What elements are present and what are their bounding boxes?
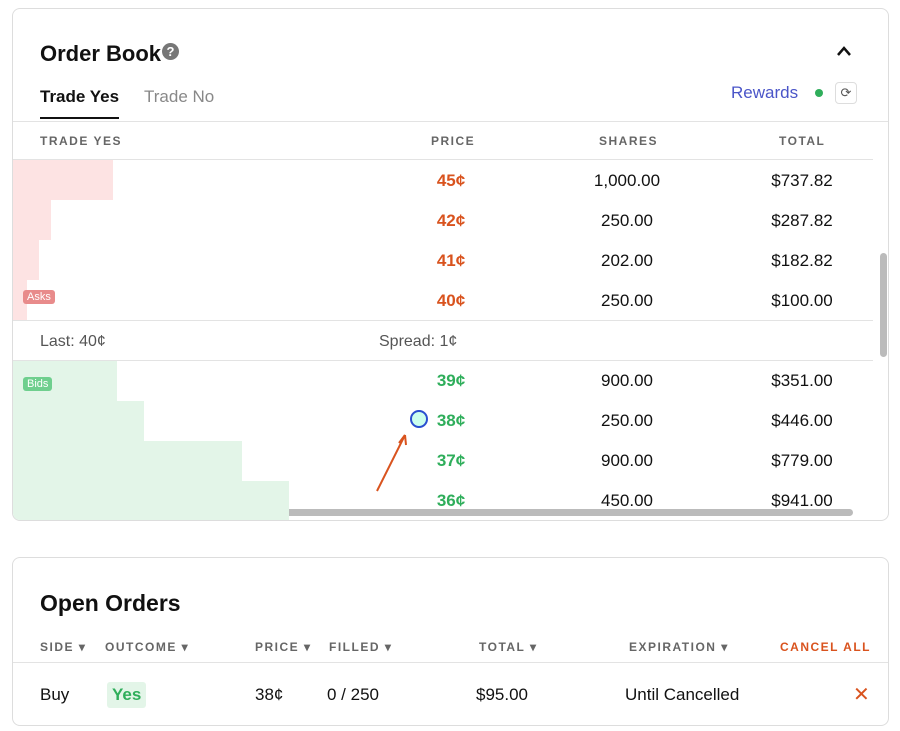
ask-cell: 42¢ <box>436 211 466 230</box>
title: Open Orders <box>40 590 181 616</box>
order-book-card: Order Book ? Trade Yes Trade No Rewards … <box>12 8 889 521</box>
column-header[interactable]: TOTAL ▾ <box>479 640 538 654</box>
divider <box>13 662 888 663</box>
column-header[interactable]: SIDE ▾ <box>40 640 87 654</box>
ask-cell: $100.00 <box>771 291 833 310</box>
divider <box>13 121 888 122</box>
ask-cell: 202.00 <box>601 251 653 270</box>
ask-cell: $182.82 <box>771 251 833 270</box>
cancel-all[interactable]: CANCEL ALL <box>780 640 871 654</box>
order-cell: Yes <box>107 682 147 708</box>
order-cell: 38¢ <box>255 685 284 704</box>
scrollbar-vertical[interactable] <box>880 253 887 357</box>
bid-cell: 450.00 <box>601 491 653 510</box>
bid-cell: 900.00 <box>601 451 653 470</box>
ask-cell: $287.82 <box>771 211 833 230</box>
ask-cell: 45¢ <box>436 171 466 190</box>
ask-cell: 40¢ <box>436 291 466 310</box>
column-header[interactable]: PRICE ▾ <box>255 640 312 654</box>
bid-cell: $941.00 <box>771 491 833 510</box>
order-cell: 0 / 250 <box>327 685 379 704</box>
spread: Spread: 1¢ <box>379 333 458 350</box>
column-header: PRICE <box>431 134 476 148</box>
open-orders-card: Open Orders CANCEL ALL ✕ SIDE ▾ OUTCOME ▾… <box>12 557 889 726</box>
ask-cell: 1,000.00 <box>593 171 661 190</box>
bid-cell: 250.00 <box>601 411 653 430</box>
divider <box>13 360 873 361</box>
bids-tag: Bids <box>23 377 53 391</box>
ask-cell: 250.00 <box>601 291 653 310</box>
depth-bar <box>13 200 51 240</box>
cancel-order[interactable]: ✕ <box>853 684 870 706</box>
divider <box>13 159 873 160</box>
order-cell: Until Cancelled <box>625 685 740 704</box>
column-header: TOTAL <box>779 134 826 148</box>
scrollbar-horizontal[interactable] <box>17 509 853 516</box>
status-dot <box>815 89 823 97</box>
annotation-arrow <box>376 434 407 492</box>
bid-cell: $351.00 <box>771 371 833 390</box>
help-icon[interactable]: ? <box>162 43 179 60</box>
tab[interactable]: Trade No <box>144 87 215 106</box>
own-order-icon <box>410 410 428 428</box>
refresh-button[interactable]: ⟳ <box>835 82 857 104</box>
column-header[interactable]: OUTCOME ▾ <box>105 640 190 654</box>
bid-cell: 900.00 <box>601 371 653 390</box>
asks-tag: Asks <box>23 290 55 304</box>
column-header[interactable]: FILLED ▾ <box>329 640 393 654</box>
rewards-link[interactable]: Rewards <box>731 83 799 102</box>
depth-bar <box>13 481 289 520</box>
order-cell: $95.00 <box>476 685 528 704</box>
column-header[interactable]: EXPIRATION ▾ <box>629 640 729 654</box>
ask-cell: $737.82 <box>771 171 833 190</box>
tab[interactable]: Trade Yes <box>40 87 120 119</box>
depth-bar <box>13 441 242 481</box>
depth-bar <box>13 240 39 280</box>
collapse-chevron[interactable] <box>836 45 852 57</box>
bid-cell: 39¢ <box>436 371 466 390</box>
ask-cell: 250.00 <box>601 211 653 230</box>
bid-cell: $446.00 <box>771 411 833 430</box>
depth-bar <box>13 160 113 200</box>
column-header: TRADE YES <box>40 134 122 148</box>
order-cell: Buy <box>40 685 70 704</box>
column-header: SHARES <box>599 134 659 148</box>
last-price: Last: 40¢ <box>40 333 106 350</box>
depth-bar <box>13 401 144 441</box>
divider <box>13 320 873 321</box>
bid-cell: 37¢ <box>436 451 466 470</box>
title: Order Book <box>40 41 162 66</box>
ask-cell: 41¢ <box>436 251 466 270</box>
bid-cell: 38¢ <box>436 411 466 430</box>
bid-cell: $779.00 <box>771 451 833 470</box>
bid-cell: 36¢ <box>436 491 466 510</box>
